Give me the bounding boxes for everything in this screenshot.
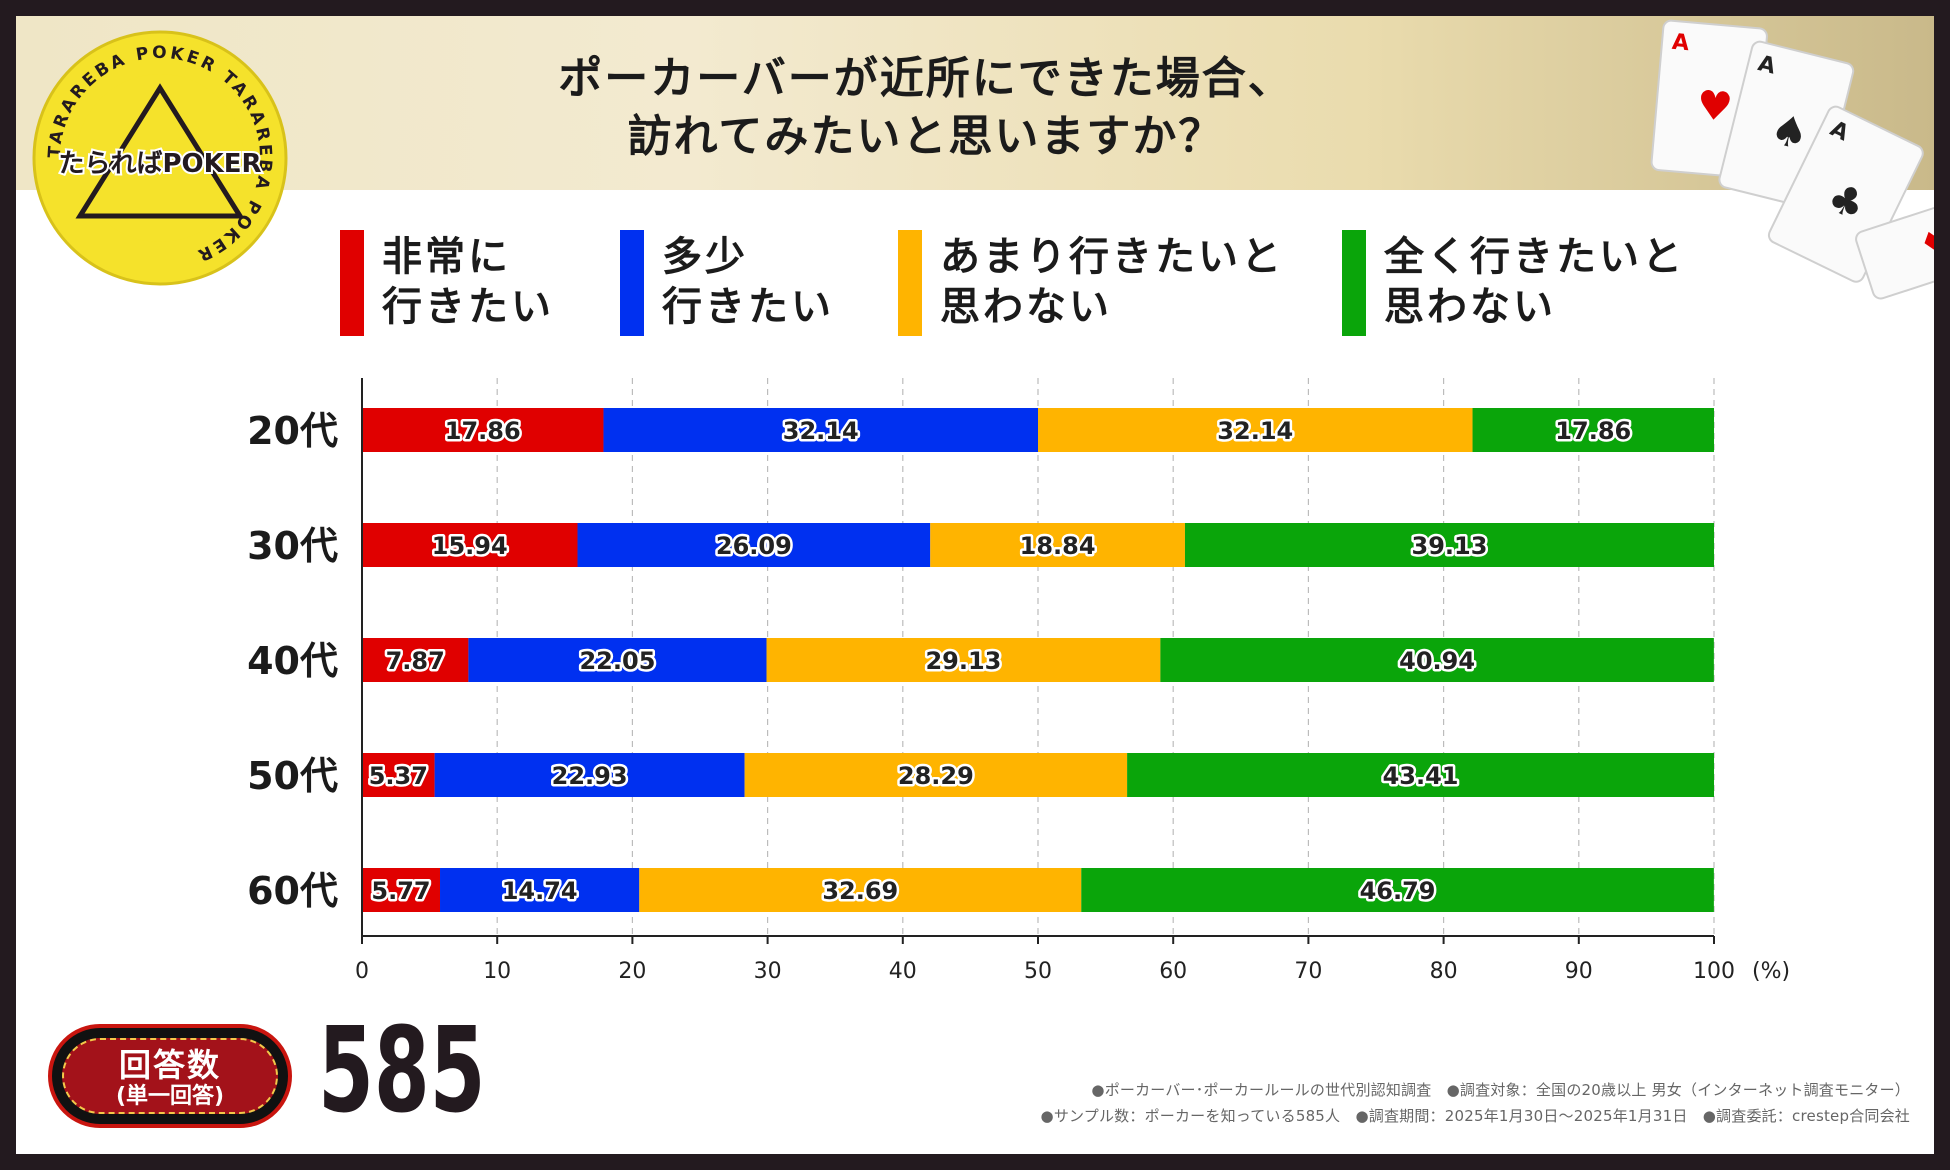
category-label: 60代 bbox=[247, 869, 338, 913]
bar-segment bbox=[362, 753, 435, 797]
legend-label: 多少 行きたい bbox=[662, 234, 834, 330]
x-tick-label: 0 bbox=[355, 959, 369, 984]
data-label: 5.37 bbox=[369, 762, 428, 790]
x-tick-label: 40 bbox=[889, 959, 917, 984]
legend-swatch-yellow bbox=[898, 230, 922, 336]
bar-segment bbox=[468, 638, 767, 682]
data-label: 29.13 bbox=[925, 647, 1001, 675]
logo-main-text: たらればPOKER bbox=[58, 149, 261, 179]
title-line-1: ポーカーバーが近所にできた場合、 bbox=[558, 53, 1294, 104]
x-tick-label: 60 bbox=[1159, 959, 1187, 984]
data-label: 17.86 bbox=[1555, 417, 1631, 445]
bar-segment bbox=[930, 523, 1185, 567]
bar-segment bbox=[1127, 753, 1714, 797]
x-tick-label: 50 bbox=[1024, 959, 1052, 984]
bar-segment bbox=[362, 638, 469, 682]
data-label: 43.41 bbox=[1383, 762, 1459, 790]
svg-text:A: A bbox=[1671, 30, 1690, 56]
bar-segment bbox=[1081, 868, 1714, 912]
legend-label: 非常に 行きたい bbox=[382, 234, 554, 330]
bar-segment bbox=[440, 868, 640, 912]
bar-segment bbox=[1472, 408, 1714, 452]
respondents-count: 585 bbox=[318, 1001, 486, 1139]
x-unit-label: (%) bbox=[1752, 959, 1790, 984]
playing-cards-illustration: A ♥ A ♠ A ♣ ♦ bbox=[1650, 19, 1934, 300]
data-label: 22.93 bbox=[552, 762, 628, 790]
x-tick-label: 20 bbox=[618, 959, 646, 984]
bar-segment bbox=[1160, 638, 1714, 682]
data-label: 14.74 bbox=[502, 877, 578, 905]
page-title: ポーカーバーが近所にできた場合、 訪れてみたいと思いますか？ bbox=[376, 50, 1476, 166]
bar-segment bbox=[434, 753, 745, 797]
title-line-2: 訪れてみたいと思いますか？ bbox=[627, 111, 1225, 162]
legend-label: 全く行きたいと 思わない bbox=[1384, 234, 1685, 330]
x-tick-label: 90 bbox=[1565, 959, 1593, 984]
data-label: 15.94 bbox=[432, 532, 508, 560]
data-label: 28.29 bbox=[898, 762, 974, 790]
data-label: 40.94 bbox=[1399, 647, 1475, 675]
bar-segment bbox=[766, 638, 1161, 682]
data-label: 46.79 bbox=[1360, 877, 1436, 905]
data-label: 26.09 bbox=[716, 532, 792, 560]
respondents-sub: (単一回答) bbox=[115, 1084, 225, 1109]
bar-segment bbox=[577, 523, 931, 567]
x-tick-label: 70 bbox=[1294, 959, 1322, 984]
survey-note-2: ●サンプル数：ポーカーを知っている585人 ●調査期間：2025年1月30日～2… bbox=[1040, 1107, 1910, 1125]
bar-segment bbox=[1184, 523, 1714, 567]
title-banner bbox=[16, 16, 1934, 190]
data-label: 32.69 bbox=[822, 877, 898, 905]
bar-segment bbox=[639, 868, 1082, 912]
data-label: 39.13 bbox=[1412, 532, 1488, 560]
bar-segment bbox=[603, 408, 1038, 452]
legend-label: あまり行きたいと 思わない bbox=[940, 234, 1284, 330]
svg-text:A: A bbox=[1755, 51, 1778, 79]
x-tick-label: 30 bbox=[754, 959, 782, 984]
bar-segment bbox=[1038, 408, 1473, 452]
data-label: 22.05 bbox=[579, 647, 655, 675]
data-label: 32.14 bbox=[783, 417, 859, 445]
category-label: 30代 bbox=[247, 524, 338, 568]
survey-note-1: ●ポーカーバー･ポーカールールの世代別認知調査 ●調査対象：全国の20歳以上 男… bbox=[1091, 1081, 1910, 1099]
stacked-bar-chart: 17.86 32.14 32.14 17.86 20代 15.94 26.09 18.84 39… bbox=[247, 378, 1790, 984]
data-label: 5.77 bbox=[371, 877, 430, 905]
bar-segment bbox=[362, 408, 604, 452]
x-tick-label: 80 bbox=[1430, 959, 1458, 984]
legend-swatch-green bbox=[1342, 230, 1366, 336]
infographic-frame: ポーカーバーが近所にできた場合、 訪れてみたいと思いますか？ TARAREBA … bbox=[16, 16, 1934, 1154]
legend-swatch-red bbox=[340, 230, 364, 336]
respondents-badge-inner: 回答数 (単一回答) bbox=[62, 1038, 278, 1114]
category-label: 50代 bbox=[247, 754, 338, 798]
bar-segment bbox=[362, 523, 578, 567]
data-label: 18.84 bbox=[1020, 532, 1096, 560]
data-label: 32.14 bbox=[1217, 417, 1293, 445]
category-label: 40代 bbox=[247, 639, 338, 683]
data-label: 7.87 bbox=[386, 647, 445, 675]
respondents-label: 回答数 bbox=[118, 1046, 221, 1084]
heart-icon: ♥ bbox=[1695, 82, 1735, 131]
x-tick-label: 10 bbox=[483, 959, 511, 984]
data-label: 17.86 bbox=[445, 417, 521, 445]
respondents-badge: 回答数 (単一回答) bbox=[48, 1024, 292, 1128]
bar-segment bbox=[744, 753, 1128, 797]
x-tick-label: 100 bbox=[1693, 959, 1735, 984]
bar-segment bbox=[362, 868, 441, 912]
tarareba-poker-logo: TARAREBA POKER TARAREBA POKER たらればPOKER bbox=[32, 30, 288, 286]
legend-swatch-blue bbox=[620, 230, 644, 336]
category-label: 20代 bbox=[247, 409, 338, 453]
